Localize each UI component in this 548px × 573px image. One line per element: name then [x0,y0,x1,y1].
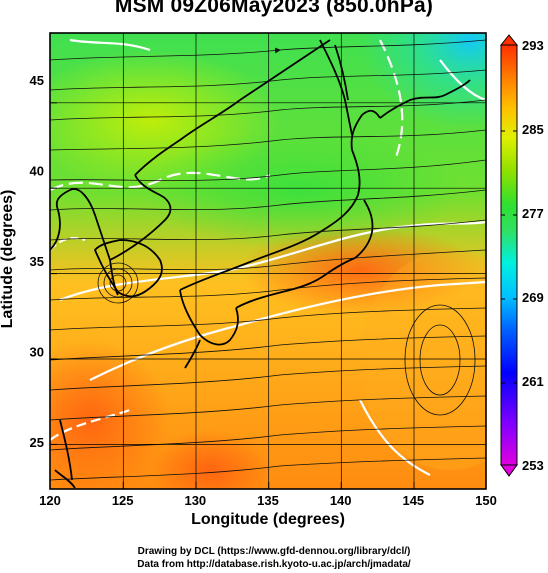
plot-frame [49,32,487,490]
colorbar-min-arrow [500,464,518,477]
colorbar-tick-label: 293 [522,38,544,53]
colorbar: 293 285 277 269 261 253 [499,34,544,477]
colorbar-gradient [500,44,518,466]
x-tick-label: 140 [330,493,352,508]
y-axis-label: Latitude (degrees) [0,189,16,329]
y-axis: 25 30 35 40 45 [30,73,57,450]
colorbar-tick-label: 277 [522,206,544,221]
x-tick-label: 150 [475,493,497,508]
credit-drawing: Drawing by DCL (https://www.gfd-dennou.o… [137,546,411,557]
y-tick-label: 25 [30,435,44,450]
wind-streamlines [50,39,486,481]
colorbar-tick-label: 261 [522,374,544,389]
x-axis-label: Longitude (degrees) [191,511,345,528]
grid-lines [50,33,486,489]
colorbar-max-arrow [499,34,519,46]
y-tick-label: 30 [30,344,44,359]
y-tick-label: 45 [30,73,44,88]
x-tick-label: 145 [402,493,424,508]
x-tick-label: 125 [112,493,134,508]
x-tick-label: 120 [39,493,61,508]
chart-title: MSM 09Z06May2023 (850.0hPa) [114,0,434,17]
coastlines [50,39,471,489]
credit-data: Data from http://database.rish.kyoto-u.a… [137,559,411,570]
x-axis: 120 125 130 135 140 145 150 [39,482,497,508]
y-tick-label: 40 [30,164,44,179]
y-tick-label: 35 [30,254,44,269]
x-tick-label: 130 [184,493,206,508]
x-tick-label: 135 [257,493,279,508]
colorbar-tick-label: 253 [522,458,544,473]
colorbar-tick-label: 285 [522,122,544,137]
temperature-field [50,33,486,489]
colorbar-tick-label: 269 [522,290,544,305]
